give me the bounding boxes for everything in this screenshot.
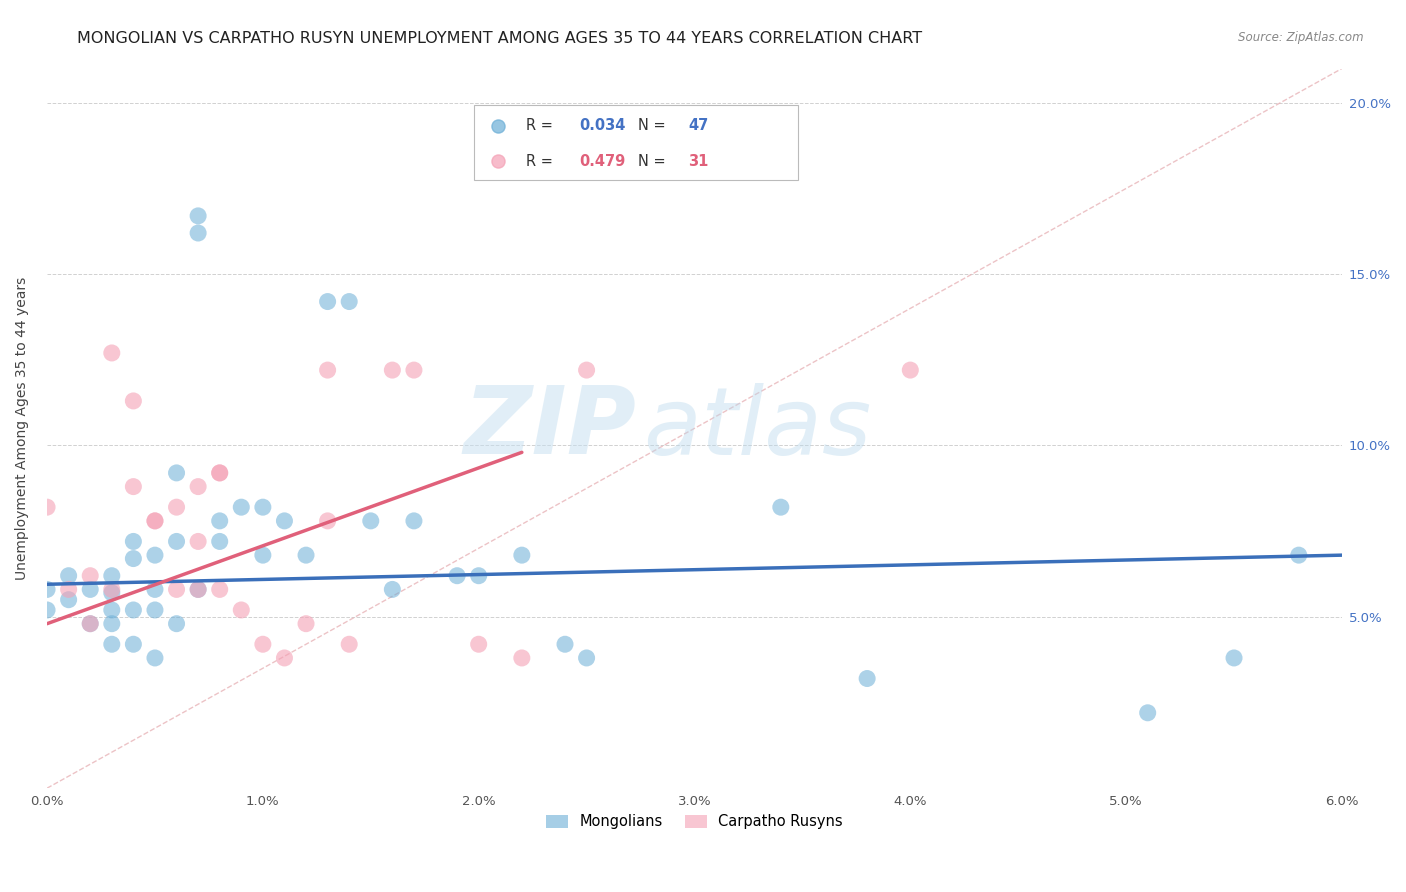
Point	[1223, 651, 1246, 665]
Point	[316, 294, 339, 309]
Point	[360, 514, 382, 528]
Point	[252, 500, 274, 515]
Point	[58, 582, 80, 597]
Point	[252, 637, 274, 651]
Point	[554, 637, 576, 651]
FancyBboxPatch shape	[474, 104, 799, 180]
Point	[122, 637, 145, 651]
Point	[187, 209, 209, 223]
Point	[101, 568, 124, 582]
Point	[122, 551, 145, 566]
Text: N =: N =	[637, 153, 669, 169]
Point	[122, 393, 145, 408]
Point	[208, 466, 231, 480]
Point	[166, 582, 188, 597]
Text: MONGOLIAN VS CARPATHO RUSYN UNEMPLOYMENT AMONG AGES 35 TO 44 YEARS CORRELATION C: MONGOLIAN VS CARPATHO RUSYN UNEMPLOYMENT…	[77, 31, 922, 46]
Point	[187, 226, 209, 240]
Point	[58, 568, 80, 582]
Point	[510, 651, 533, 665]
Point	[316, 514, 339, 528]
Point	[35, 500, 58, 515]
Point	[208, 466, 231, 480]
Text: 0.479: 0.479	[579, 153, 626, 169]
Point	[446, 568, 468, 582]
Point	[122, 603, 145, 617]
Text: R =: R =	[526, 153, 558, 169]
Legend: Mongolians, Carpatho Rusyns: Mongolians, Carpatho Rusyns	[540, 808, 849, 835]
Point	[122, 534, 145, 549]
Point	[187, 534, 209, 549]
Text: ZIP: ZIP	[464, 383, 637, 475]
Text: 31: 31	[688, 153, 709, 169]
Point	[252, 548, 274, 562]
Point	[231, 603, 253, 617]
Point	[143, 603, 166, 617]
Point	[187, 582, 209, 597]
Point	[143, 514, 166, 528]
Point	[898, 363, 921, 377]
Text: 47: 47	[688, 118, 709, 133]
Point	[231, 500, 253, 515]
Point	[402, 363, 425, 377]
Point	[79, 616, 101, 631]
Text: N =: N =	[637, 118, 669, 133]
Point	[208, 514, 231, 528]
Text: atlas: atlas	[643, 383, 870, 474]
Point	[101, 616, 124, 631]
Point	[101, 637, 124, 651]
Point	[381, 363, 404, 377]
Point	[187, 480, 209, 494]
Point	[101, 346, 124, 360]
Point	[467, 568, 489, 582]
Point	[35, 582, 58, 597]
Point	[143, 582, 166, 597]
Point	[1136, 706, 1159, 720]
Text: Source: ZipAtlas.com: Source: ZipAtlas.com	[1239, 31, 1364, 45]
Point	[467, 637, 489, 651]
Point	[1288, 548, 1310, 562]
Point	[273, 651, 295, 665]
Point	[402, 514, 425, 528]
Point	[769, 500, 792, 515]
Point	[58, 592, 80, 607]
Point	[273, 514, 295, 528]
Point	[575, 363, 598, 377]
Point	[856, 672, 879, 686]
Point	[510, 548, 533, 562]
Point	[166, 500, 188, 515]
Text: R =: R =	[526, 118, 558, 133]
Point	[122, 480, 145, 494]
Point	[295, 548, 318, 562]
Text: 0.034: 0.034	[579, 118, 626, 133]
Point	[101, 586, 124, 600]
Point	[35, 603, 58, 617]
Point	[381, 582, 404, 597]
Point	[101, 582, 124, 597]
Point	[575, 651, 598, 665]
Point	[187, 582, 209, 597]
Point	[166, 466, 188, 480]
Point	[101, 603, 124, 617]
Point	[208, 534, 231, 549]
Point	[166, 616, 188, 631]
Point	[79, 568, 101, 582]
Point	[143, 651, 166, 665]
Point	[208, 582, 231, 597]
Point	[79, 616, 101, 631]
Point	[337, 637, 360, 651]
Point	[337, 294, 360, 309]
Point	[295, 616, 318, 631]
Point	[79, 582, 101, 597]
Point	[166, 534, 188, 549]
Point	[316, 363, 339, 377]
Y-axis label: Unemployment Among Ages 35 to 44 years: Unemployment Among Ages 35 to 44 years	[15, 277, 30, 580]
Point	[143, 514, 166, 528]
Point	[143, 548, 166, 562]
